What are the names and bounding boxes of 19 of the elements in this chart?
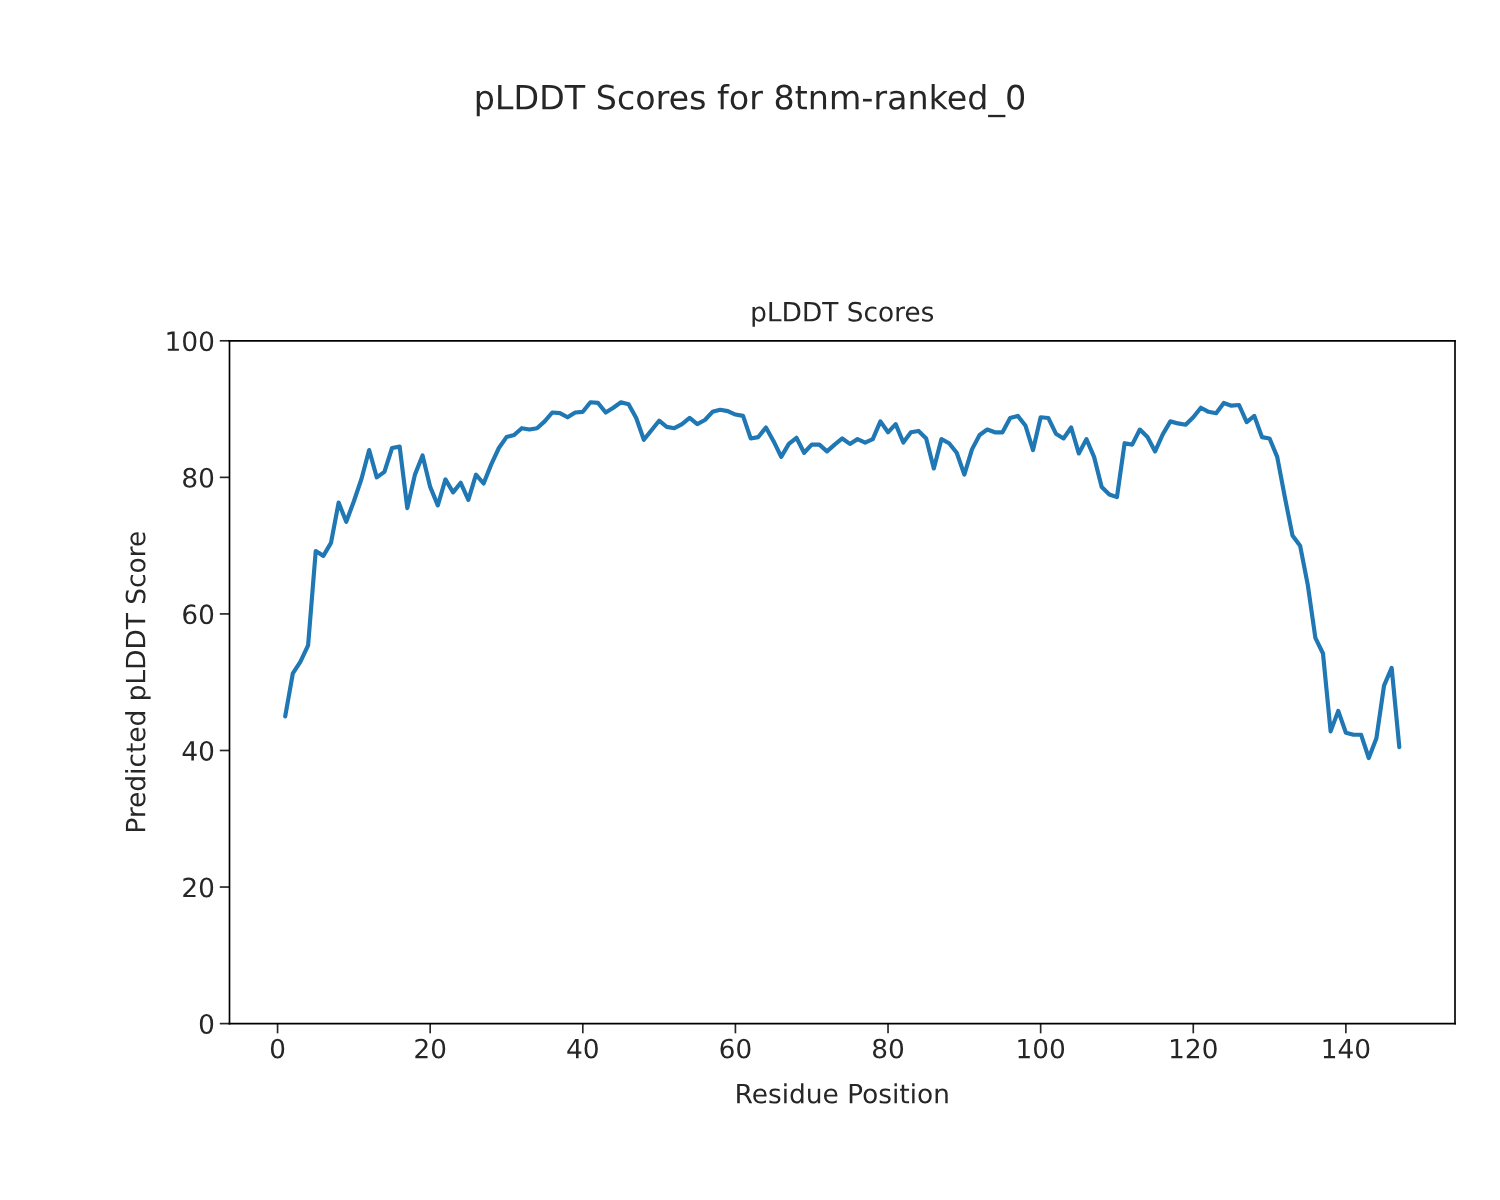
x-tick-label: 100 bbox=[1018, 1038, 1065, 1059]
y-tick-label: 40 bbox=[182, 740, 214, 761]
y-tick-label: 60 bbox=[183, 604, 214, 625]
x-tick-label: 20 bbox=[415, 1038, 446, 1059]
y-tick-label: 20 bbox=[183, 877, 214, 898]
x-tick-label: 80 bbox=[873, 1038, 904, 1059]
x-tick-label: 140 bbox=[1323, 1038, 1370, 1059]
y-axis-title: Predicted pLDDT Score bbox=[125, 532, 151, 831]
chart-subtitle: pLDDT Scores bbox=[752, 301, 934, 327]
x-tick-label: 0 bbox=[270, 1038, 285, 1059]
x-axis-title: Residue Position bbox=[737, 1083, 948, 1104]
line-series bbox=[283, 400, 1402, 761]
x-tick-label: 40 bbox=[567, 1038, 598, 1059]
y-tick-label: 80 bbox=[183, 467, 214, 488]
x-tick-label: 60 bbox=[720, 1038, 751, 1059]
y-tick-label: 100 bbox=[167, 331, 214, 352]
x-tick-label: 120 bbox=[1170, 1038, 1217, 1059]
y-tick-label: 0 bbox=[199, 1014, 214, 1034]
chart-title: pLDDT Scores for 8tnm-ranked_0 bbox=[476, 84, 1025, 118]
